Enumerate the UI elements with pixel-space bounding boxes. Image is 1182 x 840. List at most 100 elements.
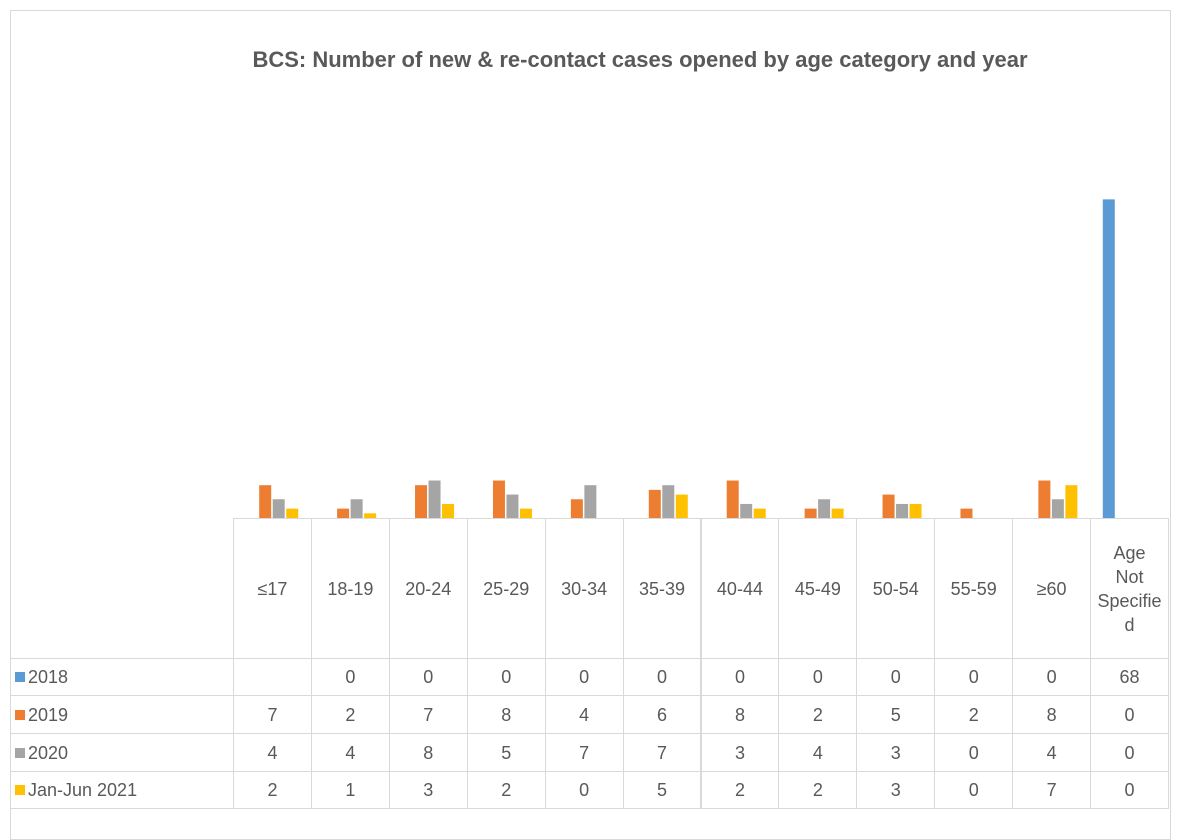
category-label: 50-54 <box>856 518 936 659</box>
bar <box>350 499 363 518</box>
legend-entry: Jan-Jun 2021 <box>10 771 234 809</box>
chart-title: BCS: Number of new & re-contact cases op… <box>252 47 1028 72</box>
table-value: 0 <box>1090 733 1169 772</box>
bar <box>1038 480 1051 518</box>
bar <box>584 485 597 518</box>
table-value: 0 <box>934 658 1014 696</box>
table-value: 4 <box>310 733 390 772</box>
table-value: 0 <box>1012 658 1092 696</box>
table-value: 8 <box>388 733 468 772</box>
table-value: 7 <box>1012 771 1092 809</box>
bar <box>492 480 505 518</box>
table-value: 2 <box>466 771 546 809</box>
bar <box>1065 485 1078 518</box>
table-value: 0 <box>700 658 780 696</box>
category-label: ≥60 <box>1012 518 1092 659</box>
legend-label: 2018 <box>28 667 69 687</box>
bar <box>882 494 895 518</box>
table-value: 1 <box>310 771 390 809</box>
table-value: 5 <box>622 771 702 809</box>
table-value: 2 <box>934 695 1014 734</box>
bar <box>259 485 272 518</box>
bar <box>442 503 455 518</box>
table-value: 4 <box>233 733 312 772</box>
category-label: 35-39 <box>622 518 702 659</box>
bar <box>804 508 817 518</box>
bar <box>570 499 583 518</box>
legend-entry: 2020 <box>10 733 234 772</box>
category-label: 45-49 <box>778 518 858 659</box>
bar <box>506 494 519 518</box>
category-label: 30-34 <box>544 518 624 659</box>
bar <box>675 494 688 518</box>
bar <box>753 508 766 518</box>
bar <box>286 508 299 518</box>
bar <box>272 499 285 518</box>
table-value: 2 <box>310 695 390 734</box>
legend-label: 2020 <box>28 742 69 763</box>
table-value: 0 <box>544 658 624 696</box>
table-value: 0 <box>1090 695 1169 734</box>
legend-label: Jan-Jun 2021 <box>28 780 138 800</box>
table-value: 0 <box>934 771 1014 809</box>
legend-key <box>15 747 25 758</box>
table-value: 7 <box>233 695 312 734</box>
table-value: 0 <box>466 658 546 696</box>
legend-entry: 2018 <box>10 658 234 696</box>
bar <box>740 503 753 518</box>
table-value: 0 <box>310 658 390 696</box>
table-value: 0 <box>1090 771 1169 809</box>
table-value: 8 <box>466 695 546 734</box>
legend-label: 2019 <box>28 704 69 725</box>
bar <box>896 503 909 518</box>
table-value: 7 <box>622 733 702 772</box>
table-value: 3 <box>388 771 468 809</box>
legend-key <box>15 785 25 795</box>
category-label: 20-24 <box>388 518 468 659</box>
bar <box>831 508 844 518</box>
bar <box>519 508 532 518</box>
category-label: ≤17 <box>233 518 312 659</box>
legend-entry: 2019 <box>10 695 234 734</box>
table-value: 2 <box>778 771 858 809</box>
table-value: 0 <box>934 733 1014 772</box>
table-value: 4 <box>544 695 624 734</box>
bar <box>337 508 350 518</box>
table-value: 3 <box>700 733 780 772</box>
table-value: 8 <box>1012 695 1092 734</box>
table-value: 5 <box>466 733 546 772</box>
category-label: 40-44 <box>700 518 780 659</box>
legend-key <box>15 672 25 682</box>
bar <box>1051 499 1064 518</box>
category-label: 18-19 <box>310 518 390 659</box>
bar <box>662 485 675 518</box>
table-value: 0 <box>778 658 858 696</box>
table-value: 0 <box>622 658 702 696</box>
bar <box>818 499 831 518</box>
table-value: 4 <box>1012 733 1092 772</box>
table-value: 0 <box>388 658 468 696</box>
bar <box>960 508 973 518</box>
category-label: 55-59 <box>934 518 1014 659</box>
table-value: 8 <box>700 695 780 734</box>
table-value: 7 <box>544 733 624 772</box>
table-value: 0 <box>544 771 624 809</box>
bar <box>364 513 377 518</box>
table-value: 2 <box>233 771 312 809</box>
table-value: 68 <box>1090 658 1169 696</box>
bar <box>648 489 661 518</box>
table-value: 4 <box>778 733 858 772</box>
table-value: 5 <box>856 695 936 734</box>
table-value: 2 <box>700 771 780 809</box>
bar <box>415 485 428 518</box>
bar <box>726 480 739 518</box>
bar <box>1102 199 1115 518</box>
table-value: 7 <box>388 695 468 734</box>
category-label: Age Not Specified <box>1090 518 1169 659</box>
table-value: 2 <box>778 695 858 734</box>
bar <box>909 503 922 518</box>
table-value: 6 <box>622 695 702 734</box>
bar <box>428 480 441 518</box>
